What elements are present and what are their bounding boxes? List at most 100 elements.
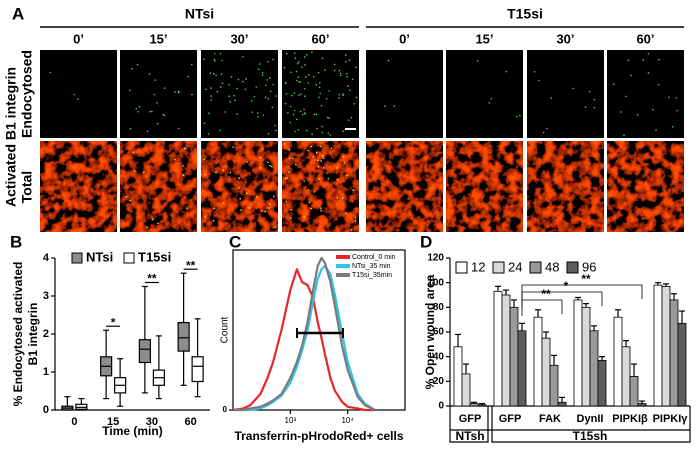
x-tick-label: 10³	[285, 416, 297, 425]
fluorescent-spot	[294, 130, 296, 133]
colocalized-spot	[274, 226, 277, 229]
fluorescent-spot	[251, 111, 254, 113]
fluorescent-spot	[295, 70, 298, 73]
total-image	[282, 141, 359, 232]
fluorescent-spot	[153, 93, 156, 96]
fluorescent-spot	[620, 111, 623, 113]
fluorescent-spot	[319, 92, 322, 95]
group-label: NTsh	[455, 429, 484, 443]
colocalized-spot	[288, 171, 290, 173]
y-tick-label: 100	[427, 277, 444, 288]
colocalized-spot	[256, 195, 258, 198]
fluorescent-spot	[345, 72, 348, 75]
endocytosed-image	[120, 50, 197, 138]
bar	[509, 306, 519, 407]
time-label: 60’	[636, 31, 654, 46]
fluorescent-spot	[271, 106, 274, 109]
fluorescent-spot	[299, 93, 302, 95]
fluorescent-spot	[318, 82, 321, 84]
fluorescent-spot	[210, 87, 212, 89]
fluorescent-spot	[593, 106, 596, 109]
y-tick-label: 0	[43, 404, 49, 416]
gate-marker	[296, 328, 344, 338]
fluorescent-spot	[505, 70, 508, 73]
bar	[621, 346, 631, 407]
fluorescent-spot	[321, 57, 324, 60]
legend-swatch	[529, 261, 542, 274]
total-image	[40, 141, 117, 232]
colocalized-spot	[303, 180, 305, 182]
fluorescent-spot	[283, 66, 286, 69]
x-tick-label: GFP	[499, 413, 522, 425]
fluorescent-spot	[297, 76, 300, 79]
panel-label: D	[420, 232, 432, 251]
y-axis-label: % Endocytosed activated	[11, 262, 25, 407]
fluorescent-spot	[49, 71, 52, 74]
significance: *	[111, 315, 116, 329]
time-label: 15’	[149, 31, 167, 46]
group-frame	[491, 406, 691, 443]
time-label: 30’	[230, 31, 248, 46]
colocalized-spot	[133, 170, 136, 172]
fluorescent-spot	[671, 125, 674, 128]
y-tick-label: 2	[43, 328, 49, 340]
fluorescent-spot	[293, 109, 296, 112]
colocalized-spot	[284, 177, 287, 180]
fluorescent-spot	[297, 128, 300, 131]
endocytosed-image	[446, 50, 523, 138]
fluorescent-spot	[262, 114, 265, 116]
fluorescent-spot	[306, 129, 308, 132]
fluorescent-spot	[210, 95, 213, 97]
time-label: 0’	[399, 31, 410, 46]
fluorescent-spot	[219, 86, 222, 88]
fluorescent-spot	[213, 73, 215, 75]
fluorescent-spot	[342, 130, 344, 133]
bar	[533, 316, 543, 407]
axis	[54, 258, 210, 411]
legend-swatch	[71, 252, 83, 264]
fluorescent-spot	[658, 58, 660, 61]
fluorescent-spot	[190, 63, 193, 66]
fluorescent-spot	[393, 105, 395, 107]
bar	[661, 285, 671, 407]
colocalized-spot	[238, 187, 240, 189]
fluorescent-spot	[538, 79, 540, 82]
fluorescent-spot	[625, 95, 627, 98]
fluorescent-spot	[187, 75, 190, 78]
fluorescent-spot	[476, 60, 479, 62]
fluorescent-spot	[351, 78, 354, 81]
colocalized-spot	[203, 158, 205, 161]
comparison-bracket	[521, 284, 643, 301]
colocalized-spot	[269, 164, 271, 167]
fluorescent-spot	[146, 130, 149, 133]
panel-label: A	[12, 4, 24, 23]
colocalized-spot	[312, 156, 315, 158]
fluorescent-spot	[318, 86, 321, 89]
row-title: Activated B1 integrin	[3, 67, 19, 207]
colocalized-spot	[336, 197, 339, 199]
colocalized-spot	[174, 158, 176, 161]
fluorescent-spot	[647, 72, 650, 74]
fluorescent-spot	[220, 73, 223, 75]
fluorescent-spot	[290, 71, 293, 74]
significance: **	[186, 258, 196, 272]
fluorescent-spot	[301, 113, 304, 116]
bar	[653, 284, 663, 407]
colocalized-spot	[307, 149, 309, 152]
fluorescent-spot	[77, 98, 79, 100]
fluorescent-spot	[488, 102, 490, 104]
colocalized-spot	[354, 216, 356, 219]
total-image	[201, 141, 278, 232]
fluorescent-spot	[339, 72, 342, 75]
x-axis-label: Transferrin-pHrodoRed+ cells	[234, 429, 403, 443]
y-axis-label: % Open wound area	[423, 274, 437, 389]
fluorescent-spot	[257, 68, 260, 70]
endocytosed-image	[366, 50, 443, 138]
fluorescent-spot	[219, 129, 221, 132]
fluorescent-spot	[676, 109, 678, 112]
histogram-curve	[232, 268, 375, 412]
colocalized-spot	[232, 146, 234, 148]
fluorescent-spot	[668, 96, 670, 99]
x-tick-label: 0	[71, 416, 77, 428]
